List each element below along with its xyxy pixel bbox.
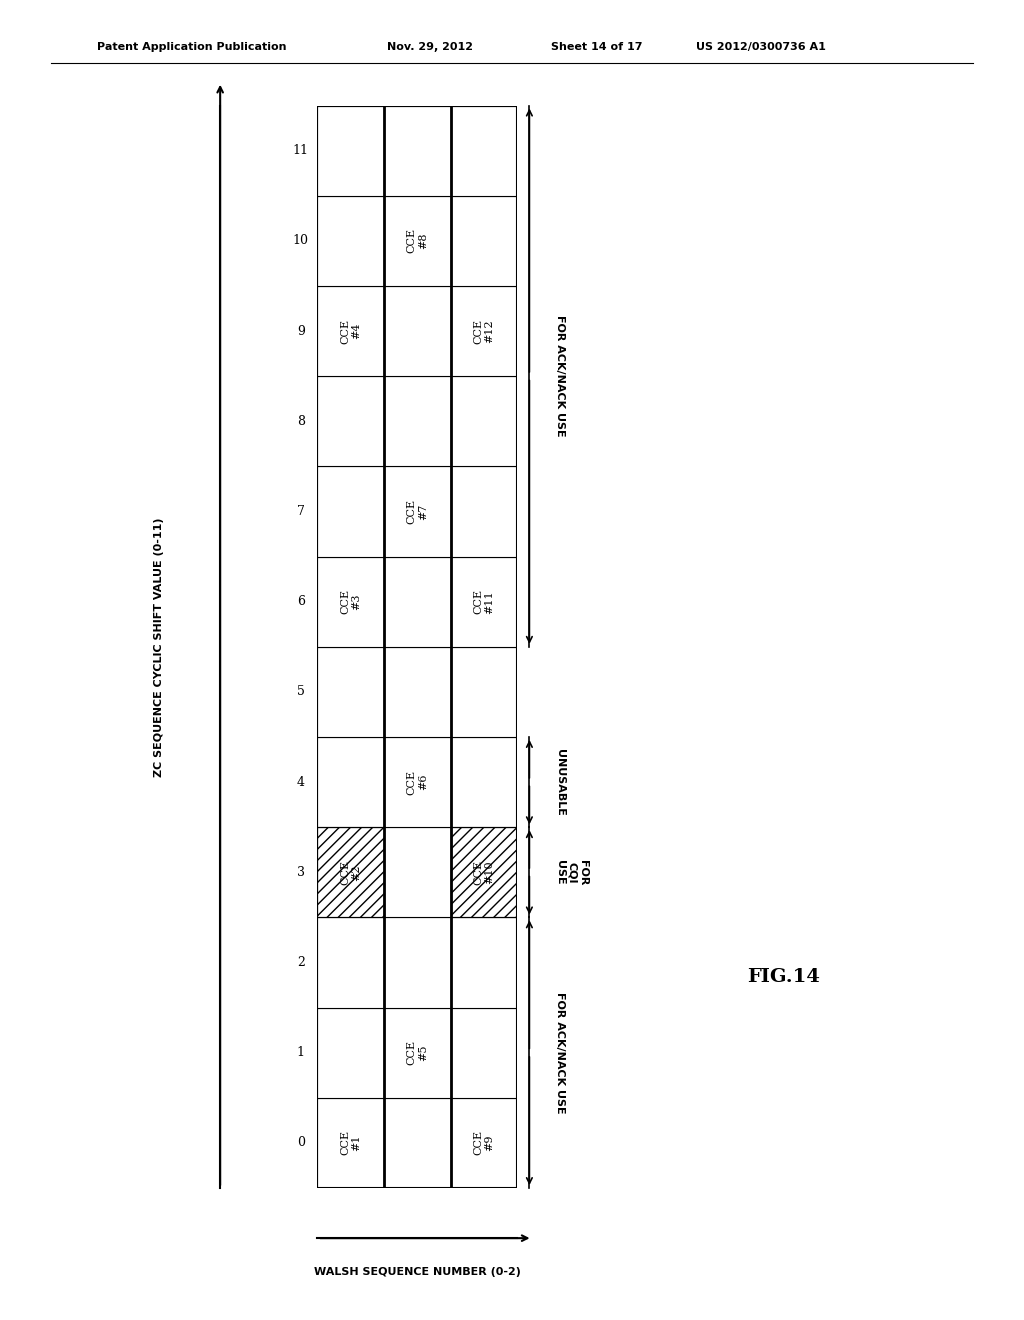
Text: CCE
#10: CCE #10 xyxy=(473,859,495,884)
Text: 6: 6 xyxy=(297,595,305,609)
Text: 7: 7 xyxy=(297,506,305,517)
Bar xyxy=(451,106,517,195)
Text: 11: 11 xyxy=(293,144,309,157)
Text: Patent Application Publication: Patent Application Publication xyxy=(97,42,287,53)
Text: 10: 10 xyxy=(293,235,309,247)
Text: 1: 1 xyxy=(297,1047,305,1059)
Text: CCE
#3: CCE #3 xyxy=(340,589,361,614)
Bar xyxy=(384,286,451,376)
Bar xyxy=(384,828,451,917)
Text: CCE
#9: CCE #9 xyxy=(473,1130,495,1155)
Bar xyxy=(451,466,517,557)
Bar xyxy=(317,466,384,557)
Bar xyxy=(384,917,451,1007)
Bar xyxy=(317,106,384,195)
Text: Nov. 29, 2012: Nov. 29, 2012 xyxy=(387,42,473,53)
Text: CCE
#5: CCE #5 xyxy=(407,1040,428,1065)
Text: CCE
#12: CCE #12 xyxy=(473,318,495,343)
Text: FOR ACK/NACK USE: FOR ACK/NACK USE xyxy=(555,315,565,437)
Bar xyxy=(317,828,384,917)
Bar xyxy=(317,737,384,828)
Text: CCE
#6: CCE #6 xyxy=(407,770,428,795)
Bar xyxy=(317,828,384,917)
Bar xyxy=(451,1007,517,1098)
Bar xyxy=(451,557,517,647)
Bar xyxy=(451,195,517,286)
Bar xyxy=(384,376,451,466)
Bar xyxy=(317,1007,384,1098)
Bar xyxy=(384,106,451,195)
Text: CCE
#11: CCE #11 xyxy=(473,589,495,614)
Text: FIG.14: FIG.14 xyxy=(748,968,820,986)
Bar xyxy=(317,1098,384,1188)
Text: Sheet 14 of 17: Sheet 14 of 17 xyxy=(551,42,642,53)
Text: CCE
#7: CCE #7 xyxy=(407,499,428,524)
Bar xyxy=(451,1098,517,1188)
Text: UNUSABLE: UNUSABLE xyxy=(555,748,565,816)
Bar xyxy=(317,917,384,1007)
Text: 4: 4 xyxy=(297,776,305,788)
Text: FOR ACK/NACK USE: FOR ACK/NACK USE xyxy=(555,991,565,1114)
Bar xyxy=(451,828,517,917)
Bar xyxy=(317,557,384,647)
Bar xyxy=(384,737,451,828)
Bar xyxy=(384,647,451,737)
Bar xyxy=(384,195,451,286)
Text: FOR
CQI
USE: FOR CQI USE xyxy=(555,859,588,884)
Text: ZC SEQUENCE CYCLIC SHIFT VALUE (0-11): ZC SEQUENCE CYCLIC SHIFT VALUE (0-11) xyxy=(154,517,164,776)
Bar xyxy=(317,195,384,286)
Text: CCE
#1: CCE #1 xyxy=(340,1130,361,1155)
Bar xyxy=(451,376,517,466)
Text: CCE
#4: CCE #4 xyxy=(340,318,361,343)
Bar xyxy=(451,828,517,917)
Bar xyxy=(317,286,384,376)
Bar xyxy=(384,557,451,647)
Bar xyxy=(384,466,451,557)
Bar xyxy=(317,647,384,737)
Bar xyxy=(451,737,517,828)
Text: 2: 2 xyxy=(297,956,305,969)
Bar xyxy=(317,376,384,466)
Text: 3: 3 xyxy=(297,866,305,879)
Bar xyxy=(384,1007,451,1098)
Bar xyxy=(384,1098,451,1188)
Text: CCE
#2: CCE #2 xyxy=(340,859,361,884)
Text: 8: 8 xyxy=(297,414,305,428)
Text: 9: 9 xyxy=(297,325,305,338)
Text: CCE
#8: CCE #8 xyxy=(407,228,428,253)
Bar xyxy=(451,917,517,1007)
Text: 0: 0 xyxy=(297,1137,305,1150)
Text: WALSH SEQUENCE NUMBER (0-2): WALSH SEQUENCE NUMBER (0-2) xyxy=(313,1267,521,1278)
Bar xyxy=(451,647,517,737)
Text: 5: 5 xyxy=(297,685,305,698)
Bar xyxy=(451,286,517,376)
Text: US 2012/0300736 A1: US 2012/0300736 A1 xyxy=(696,42,826,53)
